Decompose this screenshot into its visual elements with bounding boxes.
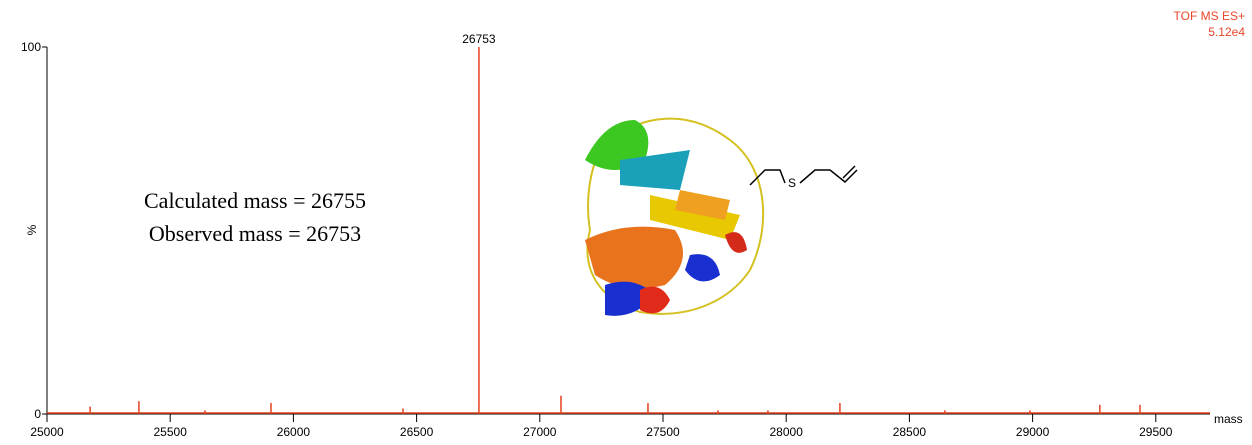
x-tick-label: 28000 [770,425,804,439]
peak-label: 26753 [462,32,496,46]
y-tick-label: 0 [34,407,41,421]
structure-label: S [788,176,796,190]
x-tick-label: 28500 [893,425,927,439]
x-tick-label: 25500 [154,425,188,439]
x-tick-label: 29500 [1139,425,1173,439]
x-tick-label: 27500 [646,425,680,439]
x-tick-label: 25000 [30,425,64,439]
chart-subtitle: 5.12e4 [1208,25,1245,39]
annotation: Observed mass = 26753 [149,221,361,246]
x-axis-label: mass [1214,412,1243,426]
x-tick-label: 26000 [277,425,311,439]
x-tick-label: 29000 [1016,425,1050,439]
y-tick-label: 100 [21,40,41,54]
x-tick-label: 26500 [400,425,434,439]
protein-structure: S [585,117,858,316]
x-tick-label: 27000 [523,425,557,439]
chart-title: TOF MS ES+ [1174,9,1245,23]
annotation: Calculated mass = 26755 [144,188,366,213]
y-axis-label: % [25,224,39,235]
